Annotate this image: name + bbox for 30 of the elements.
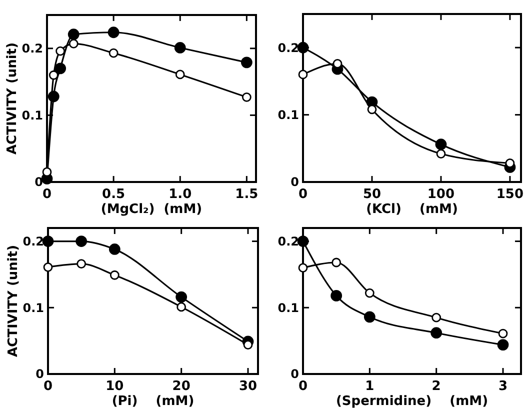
- x-tick-label: 0.5: [102, 187, 126, 202]
- x-tick-label: 150: [496, 187, 524, 202]
- y-tick-label: 0.2: [22, 234, 44, 248]
- x-axis-title: (KCl) (mM): [366, 202, 458, 217]
- x-axis-title: (Pi) (mM): [112, 394, 194, 409]
- x-tick-label: 10: [106, 379, 124, 394]
- y-tick-label: 0.1: [278, 108, 299, 122]
- x-tick-label: 1: [365, 379, 374, 394]
- y-tick-label: 0.1: [278, 300, 299, 315]
- x-tick-label: 100: [427, 187, 455, 202]
- x-tick-label: 2: [432, 379, 441, 394]
- y-tick-label: 0.2: [22, 42, 43, 56]
- x-tick-label: 30: [238, 379, 258, 394]
- x-tick-label: 1.0: [168, 187, 192, 202]
- x-tick-label: 1.5: [235, 187, 258, 202]
- y-axis-title: ACTIVITY (unit): [5, 42, 20, 155]
- y-tick-label: 0.1: [22, 300, 44, 315]
- x-axis-title: (MgCl₂) (mM): [100, 202, 202, 217]
- x-tick-label: 20: [172, 379, 190, 394]
- y-tick-label: 0: [34, 175, 43, 190]
- y-tick-label: 0: [290, 367, 299, 382]
- y-tick-label: 0.2: [278, 234, 299, 248]
- y-tick-label: 0.1: [22, 108, 43, 122]
- y-tick-label: 0: [36, 367, 44, 382]
- y-tick-label: 0: [290, 175, 299, 190]
- x-axis-title: (Spermidine) (mM): [336, 394, 488, 409]
- y-tick-label: 0.2: [278, 40, 299, 55]
- y-axis-title: ACTIVITY (unit): [6, 244, 21, 358]
- x-tick-label: 3: [498, 379, 508, 394]
- x-tick-label: 50: [362, 187, 382, 202]
